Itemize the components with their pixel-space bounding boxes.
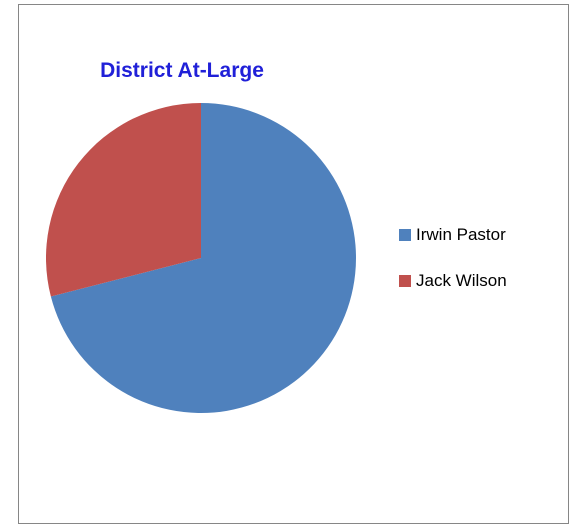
- pie-slice-irwin-pastor: [50, 103, 356, 413]
- legend-label-jack-wilson: Jack Wilson: [416, 271, 507, 290]
- legend-swatch-jack-wilson: [399, 275, 411, 287]
- legend-item-irwin-pastor: Irwin Pastor: [399, 222, 507, 248]
- legend-swatch-irwin-pastor: [399, 229, 411, 241]
- legend-label-irwin-pastor: Irwin Pastor: [416, 225, 506, 244]
- legend-item-jack-wilson: Jack Wilson: [399, 268, 507, 294]
- pie-slice-jack-wilson: [45, 102, 201, 297]
- chart-title: District At-Large: [100, 59, 264, 82]
- legend: Irwin Pastor Jack Wilson: [399, 222, 507, 314]
- pie-plot: [45, 102, 356, 413]
